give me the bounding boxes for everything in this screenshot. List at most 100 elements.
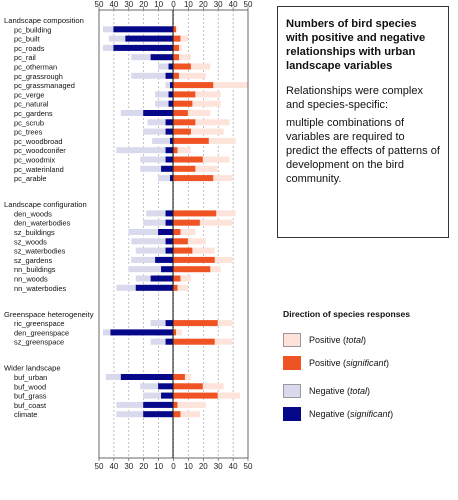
bar-positive-significant bbox=[173, 147, 178, 154]
bar-positive-significant bbox=[173, 411, 181, 418]
bar-negative-significant bbox=[150, 54, 173, 61]
x-tick-label-top: 40 bbox=[109, 0, 118, 9]
bar-positive-total bbox=[173, 147, 191, 154]
bar-negative-significant bbox=[165, 238, 173, 245]
bar-negative-significant bbox=[165, 119, 173, 126]
row-label: buf_grass bbox=[14, 392, 47, 401]
bar-negative-significant bbox=[143, 110, 173, 116]
bar-negative-total bbox=[143, 392, 173, 399]
legend-label-positive-total: Positive (total) bbox=[309, 335, 367, 345]
bar-negative-significant bbox=[170, 137, 173, 144]
bar-positive-significant bbox=[173, 72, 179, 79]
bar-positive-significant bbox=[173, 219, 200, 226]
bar-negative-total bbox=[140, 156, 173, 163]
row-label: nn_woods bbox=[14, 275, 48, 284]
bar-negative-total bbox=[131, 238, 173, 245]
row-label: pc_scrub bbox=[14, 118, 44, 127]
bar-positive-significant bbox=[173, 401, 178, 408]
bar-negative-significant bbox=[120, 374, 173, 380]
bar-positive-significant bbox=[173, 54, 179, 61]
row-label: pc_gardens bbox=[14, 109, 53, 118]
bar-positive-significant bbox=[173, 374, 185, 380]
bar-negative-significant bbox=[165, 210, 173, 217]
bar-positive-total bbox=[173, 119, 230, 126]
bar-negative-total bbox=[152, 137, 173, 144]
x-tick-label-bottom: 30 bbox=[214, 462, 223, 471]
bar-negative-total bbox=[135, 247, 173, 254]
x-tick-label-top: 30 bbox=[124, 0, 133, 9]
bar-negative-significant bbox=[165, 338, 173, 345]
bar-positive-total bbox=[173, 229, 196, 235]
x-tick-label-top: 10 bbox=[154, 0, 163, 9]
bar-negative-significant bbox=[170, 82, 173, 89]
row-label: den_greenspace bbox=[14, 328, 69, 337]
legend-swatch-positive-significant bbox=[283, 356, 301, 370]
bar-positive-significant bbox=[173, 284, 178, 291]
bar-negative-significant bbox=[143, 411, 173, 418]
row-label: den_woods bbox=[14, 209, 52, 218]
bar-positive-significant bbox=[173, 210, 217, 217]
bar-negative-significant bbox=[110, 329, 173, 336]
bar-negative-significant bbox=[161, 392, 173, 399]
bar-negative-significant bbox=[113, 26, 173, 33]
row-label: sz_greenspace bbox=[14, 338, 64, 347]
bar-negative-total bbox=[116, 147, 173, 154]
bar-positive-significant bbox=[173, 156, 203, 163]
bar-negative-total bbox=[128, 229, 173, 235]
bar-positive-total bbox=[173, 91, 221, 98]
bar-positive-significant bbox=[173, 110, 188, 116]
bar-positive-total bbox=[173, 238, 206, 245]
legend-swatch-positive-total bbox=[283, 333, 301, 347]
bar-positive-significant bbox=[173, 44, 179, 51]
legend-swatch-negative-significant bbox=[283, 407, 301, 421]
bar-negative-significant bbox=[168, 63, 173, 70]
row-label: pc_woodmix bbox=[14, 156, 55, 165]
bar-positive-significant bbox=[173, 329, 176, 336]
x-tick-label-bottom: 40 bbox=[229, 462, 238, 471]
bar-positive-total bbox=[173, 72, 206, 79]
bar-positive-total bbox=[173, 128, 224, 135]
row-label: nn_waterbodies bbox=[14, 284, 66, 293]
x-tick-label-top: 10 bbox=[184, 0, 193, 9]
bar-positive-total bbox=[173, 54, 191, 61]
bar-negative-total bbox=[140, 383, 173, 390]
bar-negative-significant bbox=[168, 91, 173, 98]
bar-negative-total bbox=[146, 210, 173, 217]
bar-negative-total bbox=[131, 72, 173, 79]
legend: Direction of species responses Positive … bbox=[283, 309, 453, 430]
bar-negative-significant bbox=[161, 165, 173, 172]
legend-item-negative-total: Negative (total) bbox=[283, 384, 453, 398]
x-tick-label-top: 20 bbox=[199, 0, 208, 9]
row-label: den_waterbodies bbox=[14, 219, 71, 228]
bar-negative-total bbox=[147, 119, 173, 126]
bar-positive-total bbox=[173, 275, 191, 282]
x-tick-label-top: 0 bbox=[171, 0, 176, 9]
legend-item-negative-significant: Negative (significant) bbox=[283, 407, 453, 421]
bar-negative-total bbox=[155, 100, 173, 107]
bar-positive-total bbox=[173, 247, 215, 254]
bar-negative-significant bbox=[170, 175, 173, 182]
row-label: pc_roads bbox=[14, 44, 45, 53]
bar-negative-total bbox=[128, 266, 173, 273]
bar-positive-significant bbox=[173, 266, 211, 273]
bar-positive-total bbox=[173, 219, 233, 226]
x-tick-label-bottom: 20 bbox=[139, 462, 148, 471]
bar-negative-significant bbox=[135, 284, 173, 291]
bar-negative-significant bbox=[125, 35, 173, 42]
bar-positive-significant bbox=[173, 175, 214, 182]
bar-positive-significant bbox=[173, 247, 193, 254]
row-label: pc_built bbox=[14, 35, 39, 44]
x-tick-label-bottom: 10 bbox=[184, 462, 193, 471]
bar-negative-total bbox=[143, 128, 173, 135]
x-tick-label-top: 50 bbox=[95, 0, 104, 9]
bar-positive-total bbox=[173, 63, 211, 70]
bar-positive-significant bbox=[173, 128, 191, 135]
bar-positive-significant bbox=[173, 320, 218, 327]
row-label: pc_trees bbox=[14, 128, 43, 137]
bar-positive-significant bbox=[173, 35, 181, 42]
x-tick-label-top: 30 bbox=[214, 0, 223, 9]
bar-negative-significant bbox=[165, 320, 173, 327]
row-label: buf_coast bbox=[14, 401, 46, 410]
bar-negative-total bbox=[131, 256, 173, 263]
